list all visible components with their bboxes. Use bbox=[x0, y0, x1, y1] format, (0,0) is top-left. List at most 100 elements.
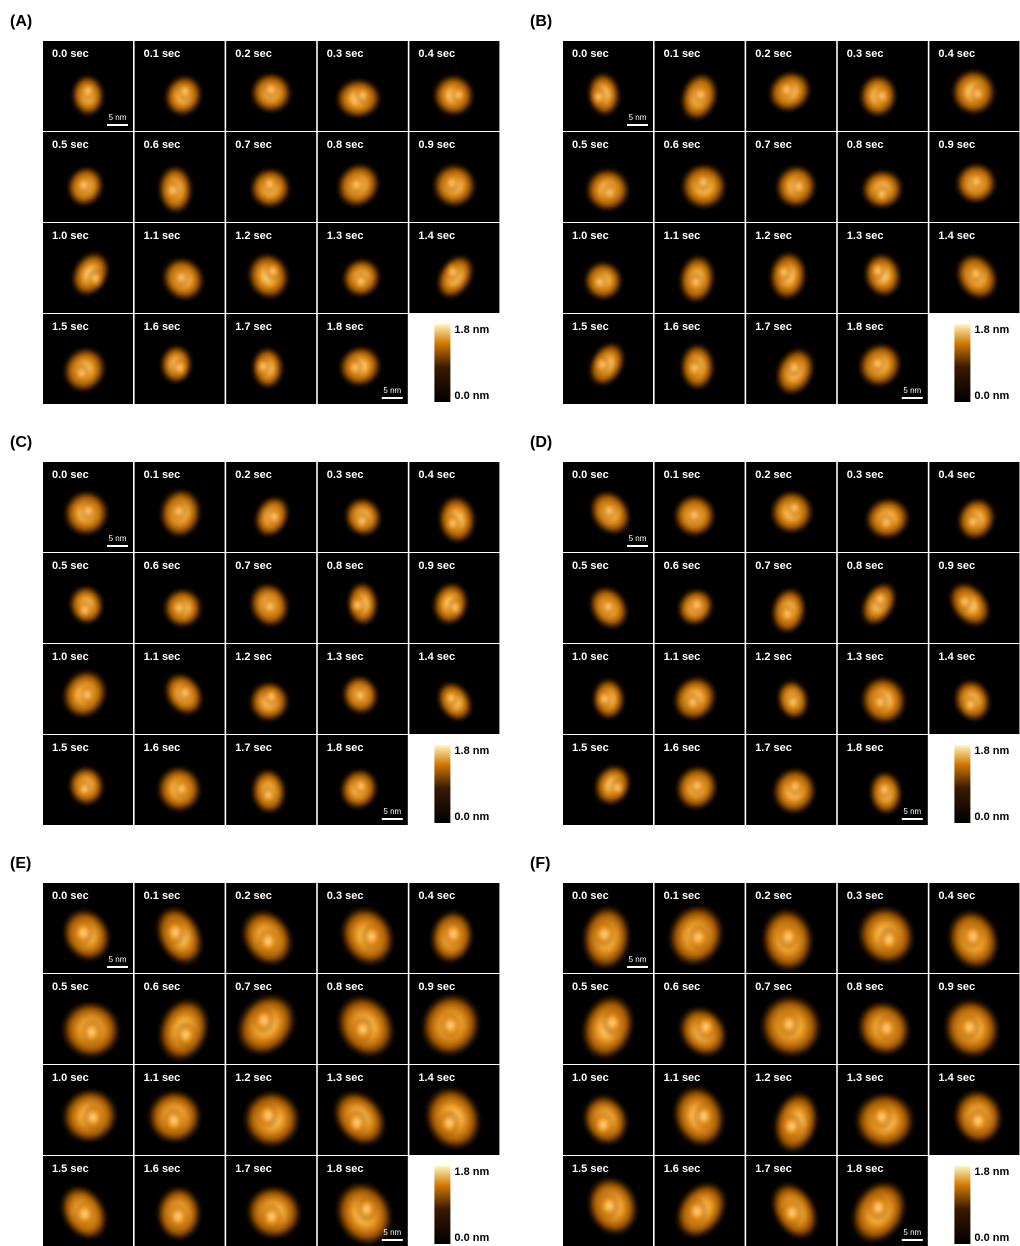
time-label: 1.4 sec bbox=[938, 1072, 975, 1084]
molecule-blob bbox=[962, 923, 984, 950]
afm-frame: 0.7 sec bbox=[222, 974, 316, 1070]
time-label: 0.6 sec bbox=[664, 981, 701, 993]
molecule-blob bbox=[175, 1021, 197, 1048]
afm-frame: 1.5 sec bbox=[43, 1156, 133, 1246]
panel-label: (A) bbox=[10, 13, 32, 30]
time-label: 0.8 sec bbox=[847, 139, 884, 151]
time-label: 1.4 sec bbox=[938, 651, 975, 663]
time-label: 0.9 sec bbox=[938, 139, 975, 151]
molecule-blob bbox=[689, 595, 705, 615]
afm-frame: 0.9 sec bbox=[929, 132, 1019, 222]
molecule-blob bbox=[443, 688, 459, 708]
molecule-blob bbox=[87, 268, 103, 288]
time-label: 0.8 sec bbox=[327, 560, 364, 572]
afm-frame: 0.1 sec bbox=[655, 41, 745, 131]
colorbar bbox=[954, 745, 970, 823]
time-label: 1.2 sec bbox=[235, 651, 272, 663]
time-label: 0.0 sec bbox=[52, 48, 89, 60]
afm-frame: 0.8 sec bbox=[318, 553, 408, 643]
time-label: 1.2 sec bbox=[235, 1072, 272, 1084]
afm-frame: 0.1 sec bbox=[655, 883, 745, 976]
time-label: 1.0 sec bbox=[52, 230, 89, 242]
molecule-blob bbox=[685, 692, 701, 712]
afm-frame: 0.8 sec bbox=[838, 553, 928, 643]
afm-frame: 1.7 sec bbox=[746, 735, 836, 825]
afm-frame: 0.7 sec bbox=[746, 974, 836, 1071]
afm-frame: 0.8 sec bbox=[318, 132, 408, 222]
colorbar bbox=[434, 1166, 450, 1244]
time-label: 1.7 sec bbox=[755, 1163, 792, 1175]
molecule-blob bbox=[174, 779, 190, 799]
afm-frame: 1.1 sec bbox=[655, 223, 745, 313]
afm-frame: 1.2 sec bbox=[226, 644, 316, 734]
afm-frame: 1.4 sec bbox=[929, 644, 1019, 734]
afm-frame: 0.1 sec bbox=[135, 41, 225, 131]
colorbar bbox=[434, 745, 450, 823]
time-label: 0.7 sec bbox=[755, 560, 792, 572]
time-label: 0.7 sec bbox=[235, 560, 272, 572]
afm-frame: 1.1 sec bbox=[655, 1065, 745, 1156]
molecule-blob bbox=[592, 272, 608, 292]
molecule-blob bbox=[962, 695, 978, 715]
molecule-blob bbox=[688, 924, 710, 951]
molecule-blob bbox=[967, 1107, 989, 1134]
molecule-blob bbox=[867, 1194, 889, 1221]
panel-label: (F) bbox=[530, 855, 550, 872]
molecule-blob bbox=[445, 513, 461, 533]
afm-frame: 1.4 sec bbox=[929, 223, 1019, 313]
time-label: 1.1 sec bbox=[144, 1072, 181, 1084]
molecule-blob bbox=[876, 779, 892, 799]
time-label: 0.6 sec bbox=[144, 560, 181, 572]
time-label: 0.8 sec bbox=[327, 981, 364, 993]
time-label: 1.7 sec bbox=[755, 321, 792, 333]
time-label: 1.3 sec bbox=[847, 651, 884, 663]
molecule-blob bbox=[785, 692, 801, 712]
time-label: 1.1 sec bbox=[664, 651, 701, 663]
scale-bar-label: 5 nm bbox=[383, 1228, 401, 1237]
scale-bar-label: 5 nm bbox=[383, 386, 401, 395]
colorbar-min-label: 0.0 nm bbox=[454, 811, 489, 823]
time-label: 1.0 sec bbox=[52, 651, 89, 663]
time-label: 0.1 sec bbox=[144, 469, 181, 481]
scale-bar-label: 5 nm bbox=[629, 113, 647, 122]
time-label: 0.2 sec bbox=[235, 469, 272, 481]
afm-frame: 1.1 sec bbox=[135, 644, 225, 734]
time-label: 0.1 sec bbox=[664, 890, 701, 902]
time-label: 1.7 sec bbox=[235, 742, 272, 754]
afm-frame: 0.4 sec bbox=[409, 883, 499, 973]
afm-frame: 1.4 sec bbox=[409, 223, 499, 313]
afm-frame: 0.3 sec bbox=[838, 462, 928, 552]
time-label: 0.5 sec bbox=[572, 560, 609, 572]
molecule-blob bbox=[354, 511, 370, 531]
afm-frame: 1.6 sec bbox=[135, 314, 225, 404]
time-label: 1.8 sec bbox=[327, 1163, 364, 1175]
time-label: 1.0 sec bbox=[572, 651, 609, 663]
time-label: 0.3 sec bbox=[327, 48, 364, 60]
molecule-blob bbox=[76, 779, 92, 799]
molecule-blob bbox=[598, 1192, 620, 1219]
time-label: 0.1 sec bbox=[664, 48, 701, 60]
afm-frame: 0.8 sec bbox=[318, 974, 409, 1071]
molecule-blob bbox=[346, 1109, 368, 1136]
afm-frame: 1.4 sec bbox=[409, 1065, 499, 1161]
molecule-blob bbox=[686, 1198, 708, 1225]
scale-bar-label: 5 nm bbox=[903, 386, 921, 395]
molecule-blob bbox=[965, 512, 981, 532]
afm-frame: 1.3 sec bbox=[318, 1065, 408, 1158]
afm-frame: 0.7 sec bbox=[226, 553, 316, 643]
molecule-blob bbox=[82, 1104, 104, 1131]
scale-bar-label: 5 nm bbox=[903, 1228, 921, 1237]
molecule-blob bbox=[266, 507, 282, 527]
time-label: 1.8 sec bbox=[327, 742, 364, 754]
scale-bar-label: 5 nm bbox=[629, 534, 647, 543]
afm-frame: 1.7 sec bbox=[746, 314, 836, 404]
molecule-blob bbox=[778, 1011, 800, 1038]
afm-frame: 0.7 sec bbox=[226, 132, 316, 222]
molecule-blob bbox=[80, 501, 96, 521]
afm-frame: 1.6 sec bbox=[135, 1156, 225, 1246]
time-label: 0.4 sec bbox=[418, 890, 455, 902]
time-label: 0.2 sec bbox=[755, 469, 792, 481]
afm-frame: 0.6 sec bbox=[655, 974, 745, 1068]
